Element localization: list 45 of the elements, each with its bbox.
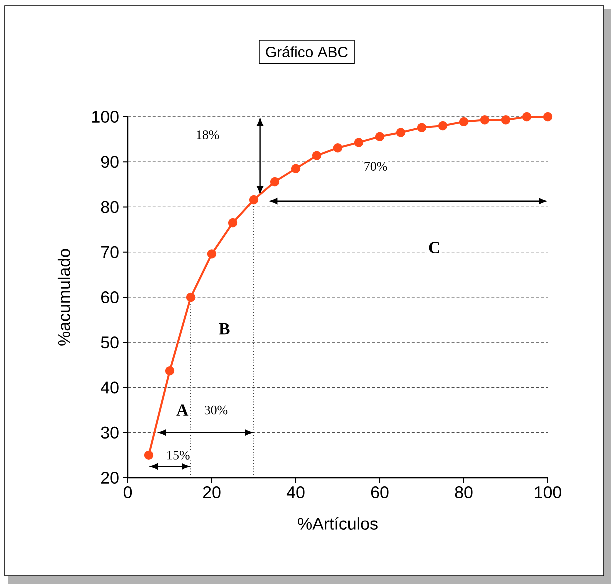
point: [543, 112, 553, 122]
point: [375, 132, 385, 142]
point: [417, 123, 427, 132]
y-tick-label: 50: [101, 336, 119, 349]
y-tick-label: 20: [102, 472, 119, 484]
chart-title: Gráfico ABC: [266, 46, 348, 58]
x-tick-label: 80: [455, 486, 473, 498]
annotation: 15%: [168, 451, 190, 460]
y-axis-title: %acumulado: [58, 249, 70, 346]
point: [522, 112, 532, 122]
y-tick-label: 40: [101, 382, 119, 394]
y-tick-label: 90: [101, 156, 119, 168]
y-tick-label: 80: [101, 201, 119, 214]
y-tick-label: 70: [102, 246, 119, 258]
point: [270, 177, 280, 187]
x-tick-label: 20: [203, 486, 221, 498]
point: [165, 366, 175, 376]
point: [291, 164, 301, 174]
annotation: A: [176, 404, 189, 416]
point: [228, 218, 238, 228]
point: [459, 117, 469, 127]
annotation: 18%: [197, 130, 220, 140]
point: [480, 116, 490, 125]
annotation: C: [429, 242, 440, 254]
point: [312, 151, 322, 160]
point: [501, 116, 511, 125]
point: [207, 250, 217, 259]
annotation: B: [219, 324, 230, 335]
point: [249, 195, 259, 205]
x-tick-label: 100: [535, 486, 562, 498]
x-tick-label: 60: [371, 486, 389, 498]
x-axis-title: %Artículos: [298, 517, 378, 530]
x-tick-label: 0: [124, 486, 132, 498]
y-tick-label: 30: [101, 426, 119, 439]
annotation: 30%: [204, 406, 228, 415]
y-tick-label: 60: [102, 291, 119, 304]
point: [333, 144, 343, 153]
y-tick-label: 100: [92, 110, 119, 123]
point: [438, 121, 448, 131]
x-tick-label: 40: [286, 486, 305, 498]
point: [396, 128, 406, 138]
point: [354, 138, 364, 148]
point: [186, 292, 196, 302]
annotation: 70%: [364, 162, 388, 172]
point: [144, 450, 154, 460]
